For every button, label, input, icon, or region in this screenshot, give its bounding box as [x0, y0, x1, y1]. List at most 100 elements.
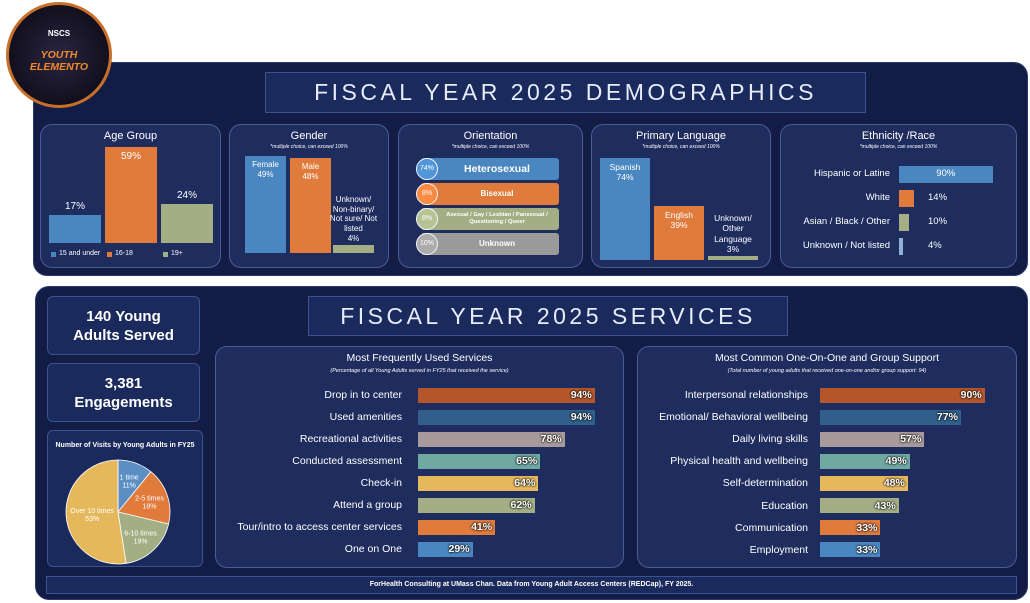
bar — [820, 387, 985, 403]
category-label: Unknown/ Non-binary/ Not sure/ Not liste… — [329, 195, 378, 233]
value-badge — [416, 208, 438, 230]
chart-subtitle: *multiple choice, can exceed 100% — [270, 144, 348, 150]
bar-label: Female 49% — [240, 160, 291, 179]
stat-label: Young Adults Served — [73, 307, 174, 344]
pie-slice — [117, 511, 170, 564]
value-label: 49% — [257, 169, 274, 179]
value-label: 62% — [510, 499, 532, 511]
category-pill: Heterosexual — [421, 158, 559, 180]
bar — [820, 409, 961, 425]
bar — [600, 157, 650, 260]
chart-subtitle: *multiple choice, can exceed 100% — [451, 144, 530, 150]
slice-label: 6-10 times — [124, 530, 157, 537]
legend-swatch — [107, 252, 112, 257]
category-label: Attend a group — [333, 499, 402, 511]
value-label: 48% — [883, 477, 905, 490]
chart-subtitle: *multiple choice, can exceed 100% — [859, 144, 938, 150]
bar — [820, 498, 899, 513]
stat-label: Engagements — [74, 393, 173, 411]
chart-subtitle: *multiple choice, can exceed 100% — [642, 144, 720, 150]
value-label: 8% — [421, 215, 433, 222]
slice-label: 2-5 times — [135, 495, 164, 502]
bar-label: English 39% — [649, 210, 709, 230]
value-label: 10% — [419, 240, 434, 247]
stat-text: 3,381 Engagements — [68, 374, 180, 412]
bar — [290, 157, 331, 253]
category-label: Physical health and wellbeing — [670, 455, 808, 468]
bar — [899, 165, 993, 183]
value-label: 8% — [421, 190, 433, 197]
value-label: 65% — [516, 455, 538, 467]
bar — [820, 475, 908, 491]
category-label: Female — [252, 159, 279, 169]
pie-slice — [117, 471, 171, 525]
stat-number: 140 — [86, 307, 112, 325]
bar — [418, 541, 473, 557]
value-label: 90% — [960, 389, 982, 401]
value-badge — [416, 233, 438, 255]
value-label: 39% — [670, 220, 688, 231]
category-pill: Unknown — [421, 233, 559, 255]
category-label: Hispanic or Latine — [813, 168, 890, 179]
category-label: Communication — [735, 521, 808, 534]
section-title: FISCAL YEAR 2025 SERVICES — [308, 296, 788, 336]
value-label: 33% — [856, 521, 878, 534]
chart-title: Number of Visits by Young Adults in FY25 — [55, 442, 195, 449]
stat-text: 140 Young Adults Served — [68, 307, 180, 345]
bar — [820, 542, 881, 558]
chart-subtitle: (Percentage of all Young Adults served i… — [330, 368, 509, 374]
bar — [820, 431, 925, 447]
value-label: 77% — [936, 411, 958, 424]
bar-label: 17% — [44, 201, 106, 213]
bar — [105, 146, 157, 243]
value-label: 41% — [471, 521, 493, 533]
bar — [820, 453, 910, 469]
value-label: 10% — [928, 216, 948, 227]
category-label: Recreational activities — [299, 433, 402, 445]
legend-label: 19+ — [171, 250, 183, 257]
bar — [245, 155, 286, 253]
category-label: White — [865, 192, 890, 203]
category-label: Self-determination — [722, 477, 808, 490]
logo-title: YOUTH ELEMENTO — [29, 49, 89, 73]
value-label: 78% — [540, 433, 562, 445]
value-label: 57% — [900, 433, 922, 446]
value-label: 3% — [726, 243, 740, 254]
logo: NSCS YOUTH ELEMENTO — [6, 2, 112, 108]
category-label: English — [665, 210, 693, 221]
category-label: Asian / Black / Other — [803, 216, 890, 227]
footer: ForHealth Consulting at UMass Chan. Data… — [46, 576, 1017, 594]
bar — [820, 520, 881, 536]
bar — [418, 409, 595, 425]
chart-subtitle: (Total number of young adults that recei… — [727, 368, 927, 374]
legend-swatch — [51, 252, 56, 257]
bar — [654, 206, 704, 260]
category-label: Education — [761, 499, 808, 512]
legend-swatch — [163, 252, 168, 257]
category-label: Tour/intro to access center services — [237, 521, 402, 533]
value-label: 43% — [874, 499, 896, 512]
bar — [418, 387, 595, 403]
chart-title: Gender — [290, 130, 328, 142]
category-pill: Bisexual — [421, 183, 559, 205]
slice-value: 11% — [122, 483, 135, 490]
legend-label: 16-18 — [115, 250, 133, 257]
value-label: 90% — [936, 168, 956, 179]
value-label: 59% — [120, 150, 141, 162]
bar — [708, 255, 758, 260]
stat-box: 140 Young Adults Served — [47, 296, 200, 355]
category-label: Male — [301, 161, 320, 171]
bar — [418, 453, 541, 469]
chart-title: Most Common One-On-One and Group Support — [714, 352, 940, 364]
chart-title: Orientation — [463, 130, 518, 142]
value-label: 49% — [885, 455, 907, 468]
value-label: 94% — [570, 389, 592, 401]
value-label: 4% — [928, 240, 942, 251]
bar — [161, 203, 213, 243]
slice-label: 1 time — [120, 475, 139, 482]
bar — [418, 475, 539, 491]
value-label: 74% — [419, 165, 434, 172]
bar-label: Unknown/ Other Language 3% — [703, 213, 763, 254]
